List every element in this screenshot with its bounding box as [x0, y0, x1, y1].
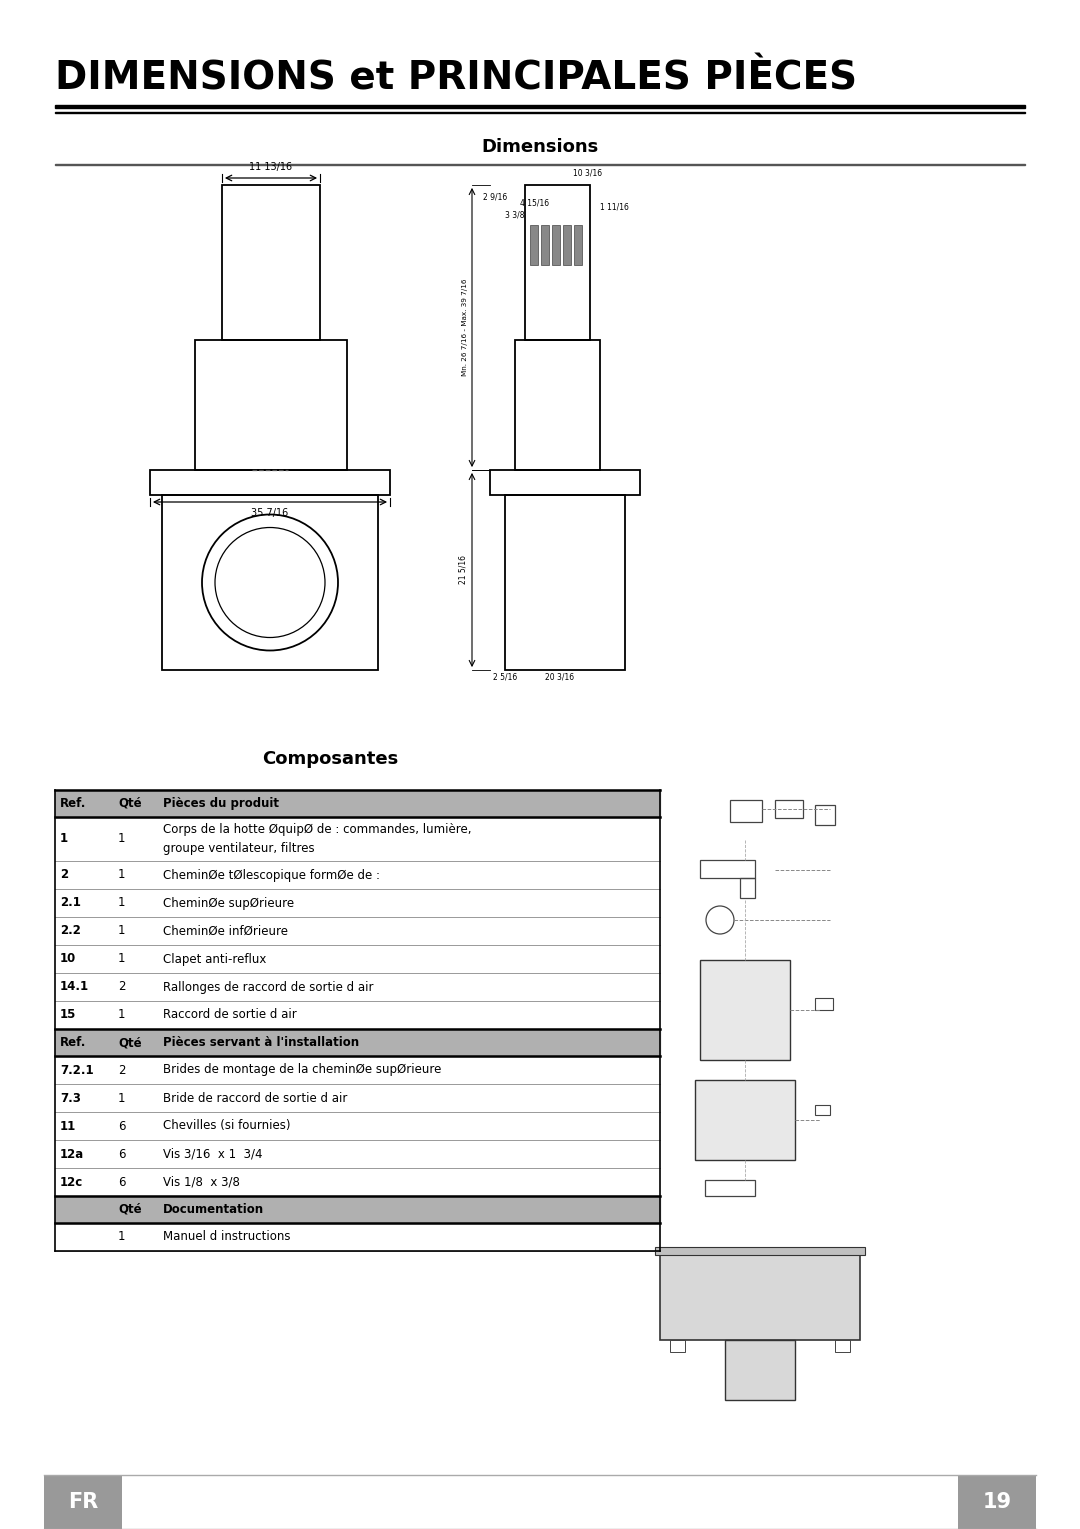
Text: Ref.: Ref. — [60, 797, 86, 810]
Text: Raccord de sortie d air: Raccord de sortie d air — [163, 1009, 297, 1021]
Bar — [958, 1475, 1036, 1529]
Text: Qté: Qté — [118, 1037, 141, 1049]
Text: 3 3/8: 3 3/8 — [505, 211, 525, 220]
Text: Chevilles (si fournies): Chevilles (si fournies) — [163, 1119, 291, 1133]
Bar — [775, 800, 804, 818]
Bar — [700, 859, 755, 878]
Text: Documentation: Documentation — [163, 1203, 265, 1216]
Text: 10 3/16: 10 3/16 — [572, 170, 602, 177]
Text: FR: FR — [68, 1492, 98, 1512]
Text: Clapet anti-reflux: Clapet anti-reflux — [163, 953, 267, 965]
Text: 2 9/16: 2 9/16 — [483, 193, 508, 202]
Bar — [530, 225, 538, 265]
Text: Mn. 26 7/16 - Max. 39 7/16: Mn. 26 7/16 - Max. 39 7/16 — [462, 278, 468, 376]
Bar — [725, 1339, 795, 1401]
Text: 10: 10 — [60, 953, 77, 965]
Text: CheminØe infØrieure: CheminØe infØrieure — [163, 925, 288, 937]
Bar — [552, 225, 561, 265]
Bar — [815, 804, 835, 826]
Text: 6: 6 — [118, 1147, 125, 1161]
Text: 7.3: 7.3 — [60, 1092, 81, 1104]
Text: Qté: Qté — [118, 797, 141, 810]
Text: Composantes: Composantes — [261, 751, 399, 768]
Text: Vis 3/16  x 1  3/4: Vis 3/16 x 1 3/4 — [163, 1147, 262, 1161]
Text: 14.1: 14.1 — [60, 980, 90, 994]
Bar — [150, 469, 390, 495]
Text: 1: 1 — [118, 925, 125, 937]
Text: 11 13/16: 11 13/16 — [249, 162, 293, 171]
Bar — [195, 339, 347, 469]
Bar — [740, 878, 755, 898]
Text: Brides de montage de la cheminØe supØrieure: Brides de montage de la cheminØe supØrie… — [163, 1064, 442, 1076]
Text: groupe ventilateur, filtres: groupe ventilateur, filtres — [163, 842, 314, 855]
Text: Vis 1/8  x 3/8: Vis 1/8 x 3/8 — [163, 1176, 240, 1188]
Text: 19: 19 — [983, 1492, 1012, 1512]
Bar — [541, 225, 549, 265]
Text: 6: 6 — [118, 1176, 125, 1188]
Bar — [670, 1339, 685, 1352]
Text: 2.1: 2.1 — [60, 896, 81, 910]
Text: 11: 11 — [60, 1119, 77, 1133]
Text: 20 3/16: 20 3/16 — [545, 673, 575, 682]
Bar — [44, 1475, 122, 1529]
Text: 2: 2 — [118, 980, 125, 994]
Text: Bride de raccord de sortie d air: Bride de raccord de sortie d air — [163, 1092, 348, 1104]
Text: 15: 15 — [60, 1009, 77, 1021]
Text: 21 5/16: 21 5/16 — [459, 555, 468, 584]
Bar — [815, 1105, 831, 1115]
Text: 35 7/16: 35 7/16 — [252, 508, 288, 518]
Bar — [55, 790, 660, 816]
Text: 1: 1 — [118, 953, 125, 965]
Text: Dimensions: Dimensions — [482, 138, 598, 156]
Text: CheminØe tØlescopique formØe de :: CheminØe tØlescopique formØe de : — [163, 868, 380, 882]
Text: 7.2.1: 7.2.1 — [60, 1064, 94, 1076]
Text: 1: 1 — [118, 1231, 125, 1243]
Text: Corps de la hotte ØquipØ de : commandes, lumière,: Corps de la hotte ØquipØ de : commandes,… — [163, 823, 472, 836]
Text: Qté: Qté — [118, 1203, 141, 1216]
Bar — [525, 185, 590, 339]
Text: 1: 1 — [118, 896, 125, 910]
Text: 1: 1 — [60, 832, 68, 846]
Text: 2.2: 2.2 — [60, 925, 81, 937]
Text: Manuel d instructions: Manuel d instructions — [163, 1231, 291, 1243]
Text: 1: 1 — [118, 832, 125, 846]
Text: 2: 2 — [118, 1064, 125, 1076]
Text: Pièces du produit: Pièces du produit — [163, 797, 279, 810]
Bar — [660, 1251, 860, 1339]
Text: 1 11/16: 1 11/16 — [600, 203, 629, 213]
Bar — [490, 469, 640, 495]
Bar — [700, 960, 789, 1060]
Text: 6: 6 — [118, 1119, 125, 1133]
Bar — [835, 1339, 850, 1352]
Text: DIMENSIONS et PRINCIPALES PIÈCES: DIMENSIONS et PRINCIPALES PIÈCES — [55, 60, 858, 98]
Bar — [55, 104, 1025, 109]
Text: 12c: 12c — [60, 1176, 83, 1188]
Bar — [162, 495, 378, 670]
Text: 4 15/16: 4 15/16 — [521, 197, 550, 206]
Text: 1: 1 — [118, 868, 125, 882]
Text: 1: 1 — [118, 1009, 125, 1021]
Bar — [563, 225, 571, 265]
Text: Ref.: Ref. — [60, 1037, 86, 1049]
Text: Rallonges de raccord de sortie d air: Rallonges de raccord de sortie d air — [163, 980, 374, 994]
Bar — [705, 1180, 755, 1196]
Bar — [730, 800, 762, 823]
Bar — [696, 1079, 795, 1161]
Text: 2: 2 — [60, 868, 68, 882]
Bar — [222, 185, 320, 339]
Bar — [55, 1196, 660, 1223]
Bar — [515, 339, 600, 469]
Text: 12a: 12a — [60, 1147, 84, 1161]
Text: Pièces servant à l'installation: Pièces servant à l'installation — [163, 1037, 360, 1049]
Text: 2 5/16: 2 5/16 — [492, 673, 517, 682]
Bar — [654, 1248, 865, 1255]
Text: 1: 1 — [118, 1092, 125, 1104]
Text: CheminØe supØrieure: CheminØe supØrieure — [163, 896, 294, 910]
Bar — [815, 998, 833, 1011]
Bar — [505, 495, 625, 670]
Bar — [573, 225, 582, 265]
Bar — [55, 1029, 660, 1057]
